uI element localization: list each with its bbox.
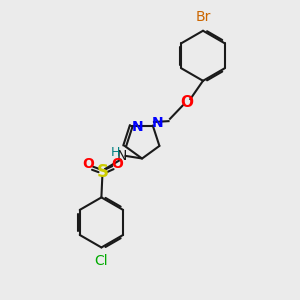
Text: O: O <box>111 157 123 170</box>
Text: O: O <box>82 157 94 171</box>
Text: S: S <box>97 164 109 181</box>
Text: H: H <box>111 146 120 159</box>
Text: O: O <box>180 94 193 110</box>
Text: Br: Br <box>195 10 211 24</box>
Text: N: N <box>131 120 143 134</box>
Text: N: N <box>152 116 163 130</box>
Text: N: N <box>116 149 127 163</box>
Text: Cl: Cl <box>94 254 108 268</box>
